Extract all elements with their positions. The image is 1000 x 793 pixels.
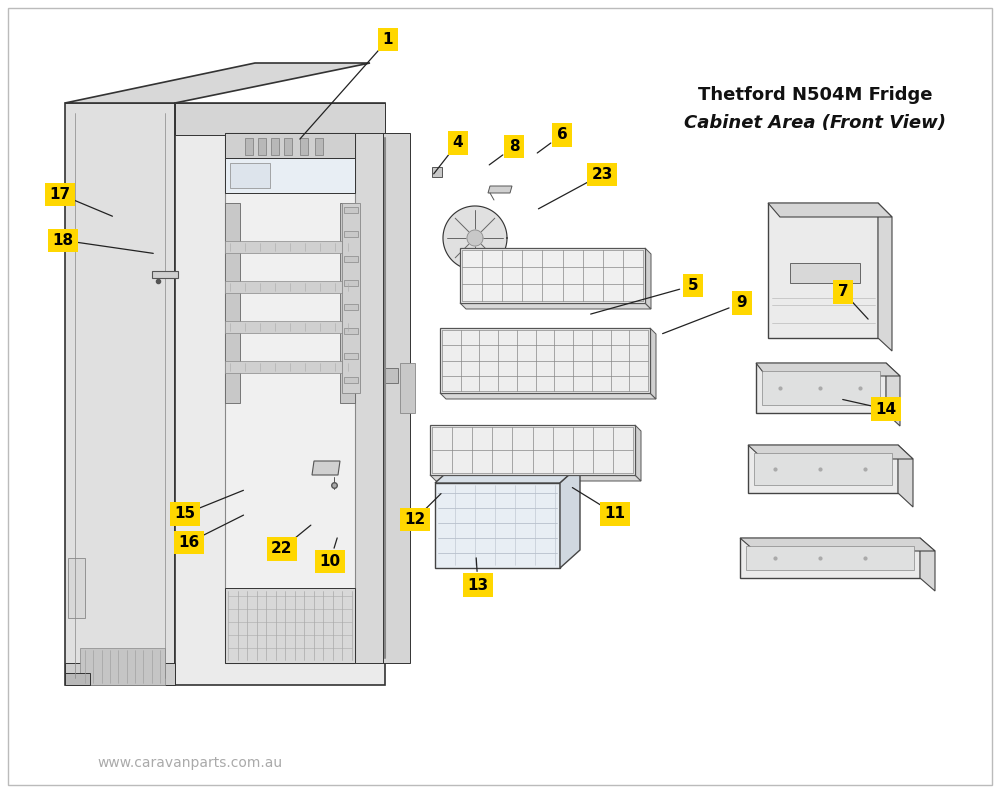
Polygon shape (342, 203, 360, 393)
Text: 6: 6 (557, 128, 567, 142)
Text: 13: 13 (467, 578, 489, 592)
Polygon shape (440, 328, 650, 393)
Polygon shape (225, 321, 355, 333)
Polygon shape (748, 445, 898, 493)
Polygon shape (756, 363, 900, 376)
Polygon shape (344, 353, 358, 358)
Text: 17: 17 (49, 187, 71, 201)
Polygon shape (467, 230, 483, 246)
Text: 23: 23 (591, 167, 613, 182)
Polygon shape (271, 138, 279, 155)
Polygon shape (225, 361, 355, 373)
Polygon shape (175, 103, 385, 135)
Text: 1: 1 (383, 33, 393, 47)
Polygon shape (225, 133, 355, 158)
Polygon shape (746, 546, 914, 570)
Polygon shape (435, 465, 580, 483)
Polygon shape (740, 538, 935, 551)
Polygon shape (790, 263, 860, 283)
Polygon shape (886, 363, 900, 426)
Polygon shape (312, 461, 340, 475)
Polygon shape (230, 163, 270, 188)
Text: 5: 5 (688, 278, 698, 293)
Polygon shape (440, 393, 656, 399)
Polygon shape (560, 465, 580, 568)
Polygon shape (460, 248, 645, 303)
Polygon shape (68, 558, 85, 618)
Polygon shape (80, 648, 165, 685)
Polygon shape (65, 63, 370, 103)
Polygon shape (756, 363, 886, 413)
Polygon shape (355, 133, 385, 663)
Text: 10: 10 (319, 554, 341, 569)
Polygon shape (340, 203, 355, 403)
Text: 11: 11 (604, 507, 626, 521)
Polygon shape (152, 271, 178, 278)
Text: 22: 22 (271, 542, 293, 556)
Polygon shape (65, 673, 90, 685)
Polygon shape (383, 133, 410, 663)
Polygon shape (432, 167, 442, 177)
Text: 16: 16 (178, 535, 200, 550)
Polygon shape (225, 133, 355, 663)
Polygon shape (315, 138, 323, 155)
Text: 12: 12 (404, 512, 426, 527)
Text: 7: 7 (838, 285, 848, 299)
Polygon shape (898, 445, 913, 507)
Polygon shape (65, 103, 175, 685)
Polygon shape (284, 138, 292, 155)
Polygon shape (645, 248, 651, 309)
Polygon shape (920, 538, 935, 591)
Polygon shape (400, 363, 415, 413)
Polygon shape (65, 663, 175, 685)
Polygon shape (344, 255, 358, 262)
Polygon shape (635, 425, 641, 481)
Polygon shape (344, 207, 358, 213)
Polygon shape (258, 138, 266, 155)
Polygon shape (430, 425, 635, 475)
Text: www.caravanparts.com.au: www.caravanparts.com.au (97, 756, 283, 770)
Text: 18: 18 (52, 233, 74, 247)
Text: Thetford N504M Fridge: Thetford N504M Fridge (698, 86, 932, 104)
Text: 8: 8 (509, 140, 519, 154)
Polygon shape (225, 588, 355, 663)
Polygon shape (430, 475, 641, 481)
Polygon shape (344, 305, 358, 310)
Polygon shape (762, 371, 880, 405)
Polygon shape (344, 328, 358, 335)
Text: 14: 14 (875, 402, 897, 416)
Polygon shape (300, 138, 308, 155)
Polygon shape (488, 186, 512, 193)
Polygon shape (175, 103, 385, 685)
Polygon shape (878, 203, 892, 351)
Polygon shape (650, 328, 656, 399)
Polygon shape (245, 138, 253, 155)
Polygon shape (768, 203, 892, 217)
Text: Cabinet Area (Front View): Cabinet Area (Front View) (684, 114, 946, 132)
Polygon shape (225, 241, 355, 253)
Polygon shape (344, 280, 358, 285)
Polygon shape (385, 368, 398, 383)
Polygon shape (225, 203, 240, 403)
Polygon shape (225, 158, 355, 193)
Polygon shape (740, 538, 920, 578)
Polygon shape (460, 303, 651, 309)
Text: 9: 9 (737, 296, 747, 310)
Polygon shape (748, 445, 913, 459)
Text: 4: 4 (453, 136, 463, 150)
Polygon shape (754, 453, 892, 485)
Polygon shape (435, 483, 560, 568)
Text: 15: 15 (174, 507, 196, 521)
Polygon shape (768, 203, 878, 338)
Polygon shape (344, 232, 358, 237)
Polygon shape (225, 281, 355, 293)
Polygon shape (443, 206, 507, 270)
Polygon shape (344, 377, 358, 383)
